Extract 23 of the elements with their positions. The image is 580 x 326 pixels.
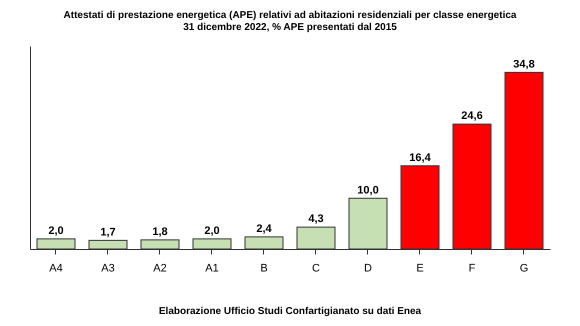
x-tick-label: A4 [49,262,63,274]
x-tick-label: E [416,262,424,274]
data-label: 2,0 [204,224,220,237]
data-label: 4,3 [308,213,324,226]
x-tick-label: G [520,262,528,274]
data-label: 34,8 [513,58,535,70]
data-label: 1,7 [100,226,116,238]
data-label: 2,0 [48,224,64,237]
x-tick-label: A2 [153,262,167,274]
x-tick-label: F [468,262,476,274]
text: Elaborazione Ufficio Studi Confartigianato su dati Enea [158,306,422,317]
x-tick-label: A1 [205,262,219,274]
data-label: 2,4 [256,222,273,235]
data-label: 24,6 [461,110,483,122]
x-tick-label: D [364,262,372,274]
x-tick-label: B [260,262,268,274]
x-tick-label: C [312,262,320,274]
data-label: 10,0 [357,184,379,196]
x-tick-label: A3 [101,262,115,274]
chart-subtitle: 31 dicembre 2022, % APE presentati dal 2015 [183,22,398,33]
chart-title: Attestati di prestazione energetica (APE) relativi ad abitazioni residenziali per classe energetica [64,10,517,21]
data-label: 1,8 [152,226,168,238]
data-label: 16,4 [409,152,432,164]
